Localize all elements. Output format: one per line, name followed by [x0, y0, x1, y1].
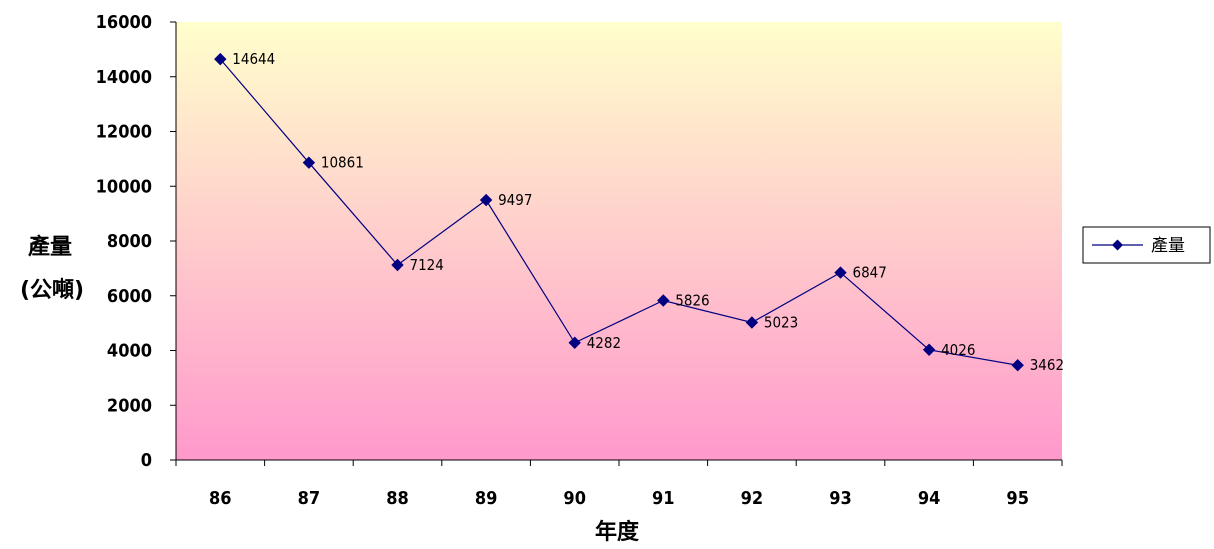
data-point: [479, 193, 493, 207]
x-tick-label: 95: [1006, 488, 1029, 509]
y-tick-label: 14000: [96, 67, 152, 88]
series-line: [219, 58, 1018, 366]
x-axis-title: 年度: [595, 519, 640, 545]
data-point: [922, 343, 936, 356]
x-tick-label: 89: [475, 488, 498, 509]
y-tick-label: 8000: [107, 231, 152, 252]
y-tick-label: 4000: [107, 341, 152, 362]
data-point: [568, 336, 581, 349]
data-label: 5826: [675, 292, 709, 310]
data-label: 7124: [410, 256, 444, 274]
y-tick-label: 12000: [96, 122, 152, 143]
y-tick-label: 2000: [107, 395, 152, 416]
data-point: [834, 266, 847, 279]
legend-label: 產量: [1151, 236, 1185, 256]
data-label: 10861: [321, 154, 364, 172]
data-point: [657, 294, 670, 307]
legend-box: [1082, 226, 1211, 264]
data-point: [391, 258, 404, 272]
y-tick-label: 6000: [107, 286, 152, 307]
x-tick-label: 86: [209, 488, 232, 509]
x-tick-label: 92: [741, 488, 764, 509]
x-tick-label: 94: [918, 488, 941, 509]
x-tick-label: 93: [829, 488, 852, 509]
y-tick-label: 0: [141, 450, 152, 471]
data-label: 4026: [941, 341, 975, 359]
data-label: 5023: [764, 313, 798, 331]
data-point: [745, 316, 759, 329]
y-axis-title: 產量: [28, 234, 72, 260]
legend: 產量: [1082, 226, 1211, 264]
data-point: [214, 52, 227, 66]
data-label: 3462: [1030, 356, 1064, 374]
y-tick-label: 16000: [96, 12, 152, 33]
data-label: 4282: [587, 334, 621, 352]
legend-marker: [1112, 239, 1123, 251]
y-tick-label: 10000: [96, 176, 152, 197]
data-label: 9497: [498, 191, 532, 209]
data-point: [302, 156, 316, 169]
data-label: 6847: [853, 264, 887, 282]
plot-area: [176, 22, 1062, 460]
x-tick-label: 91: [652, 488, 675, 509]
data-label: 14644: [232, 50, 275, 68]
x-tick-label: 87: [298, 488, 321, 509]
y-axis-unit: (公噸): [20, 278, 84, 303]
x-tick-label: 88: [386, 488, 409, 509]
data-point: [1011, 359, 1024, 372]
x-tick-label: 90: [563, 488, 586, 509]
